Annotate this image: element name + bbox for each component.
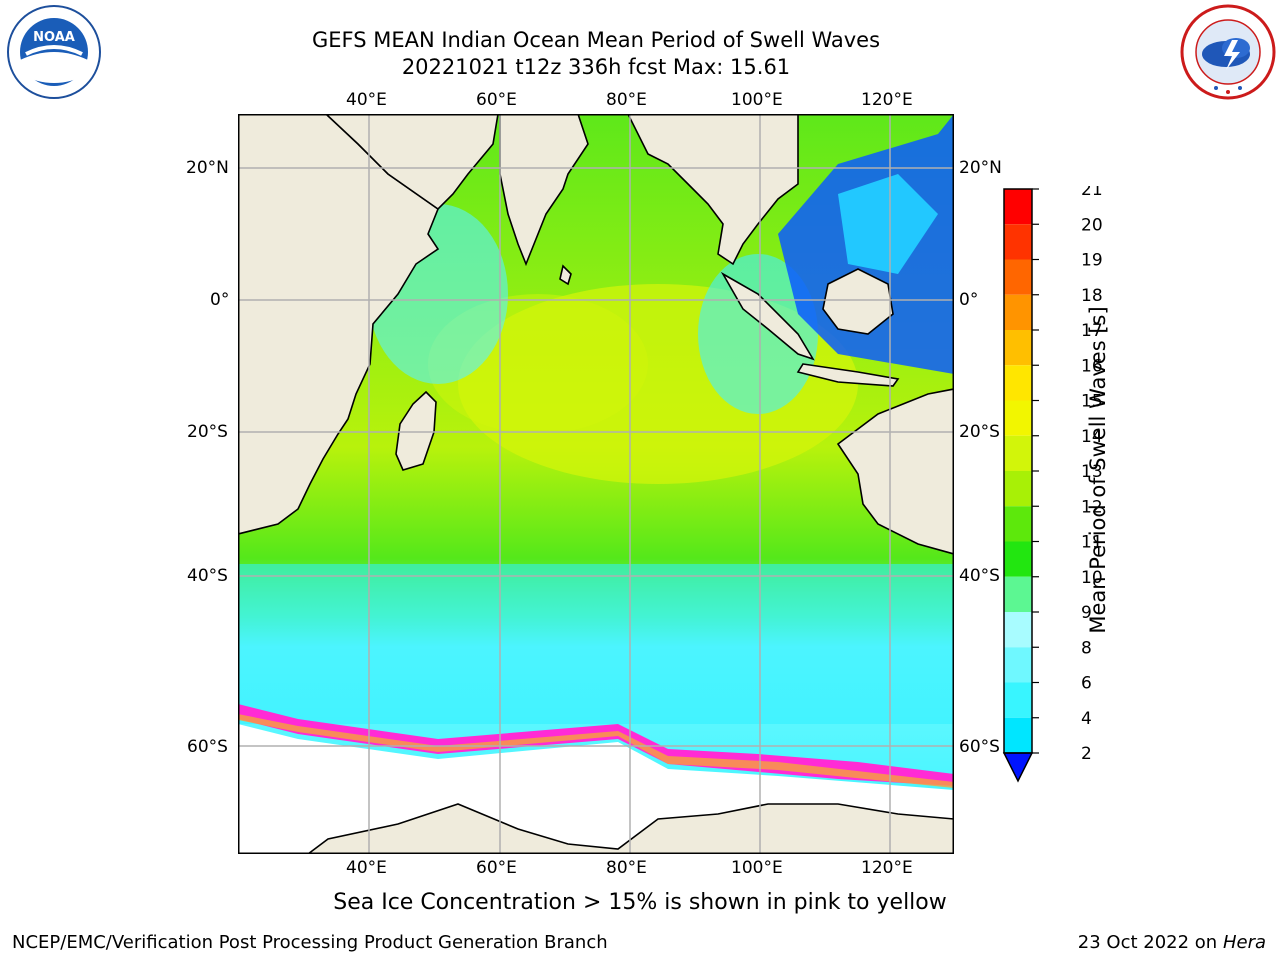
- lon-label-top-80: 80°E: [606, 90, 647, 110]
- lon-label-bottom-120: 120°E: [861, 858, 913, 878]
- colorbar-tick-label: 14: [1081, 427, 1103, 447]
- colorbar-segment: [1004, 435, 1032, 471]
- colorbar-tick-label: 10: [1081, 568, 1103, 588]
- colorbar-tick-label: 17: [1081, 321, 1103, 341]
- lon-label-top-120: 120°E: [861, 90, 913, 110]
- colorbar-label: Mean Period of Swell Waves [s]: [1086, 306, 1110, 634]
- colorbar-segment: [1004, 541, 1032, 577]
- map-title: GEFS MEAN Indian Ocean Mean Period of Sw…: [311, 28, 881, 52]
- lat-label-right-0: 0°: [959, 290, 979, 310]
- colorbar-tick-label: 15: [1081, 392, 1103, 412]
- colorbar-tick-labels: 2 4 6 8 9 10 11 12 13 14 15 16 17 18 19 20 21: [1078, 180, 1128, 766]
- colorbar-segment: [1004, 330, 1032, 366]
- borneo-land: [822, 268, 894, 335]
- nws-logo-icon: [1180, 4, 1276, 100]
- noaa-logo-text: NOAA: [33, 30, 75, 45]
- colorbar-segment: [1004, 224, 1032, 260]
- india-land: [499, 113, 589, 267]
- footer-date: 23 Oct 2022 on Hera: [1078, 932, 1266, 953]
- colorbar-tick-label: 4: [1081, 709, 1092, 729]
- colorbar-segment: [1004, 400, 1032, 436]
- colorbar-tick-label: 6: [1081, 674, 1092, 694]
- colorbar-tick-label: 12: [1081, 497, 1103, 517]
- lat-label-left-60s: 60°S: [187, 737, 228, 757]
- colorbar-tick-label: 2: [1081, 744, 1092, 764]
- colorbar-segment: [1004, 365, 1032, 401]
- colorbar-tick-label: 11: [1081, 533, 1103, 553]
- lat-label-left-40s: 40°S: [187, 566, 228, 586]
- colorbar-segment: [1004, 471, 1032, 507]
- footer-date-text: 23 Oct 2022 on: [1077, 932, 1223, 953]
- land-masses: [237, 113, 955, 855]
- lon-label-top-100: 100°E: [731, 90, 783, 110]
- sea-ice-note: Sea Ice Concentration > 15% is shown in …: [333, 890, 947, 915]
- antarctica-land: [305, 803, 955, 855]
- australia-land: [836, 388, 955, 556]
- lon-label-bottom-60: 60°E: [476, 858, 517, 878]
- lat-label-left-20s: 20°S: [187, 422, 228, 442]
- colorbar-segment: [1004, 612, 1032, 648]
- map-panel[interactable]: [237, 113, 955, 855]
- colorbar-segment: [1004, 576, 1032, 612]
- lat-label-right-20n: 20°N: [959, 158, 1002, 178]
- colorbar-segment: [1004, 682, 1032, 718]
- colorbar-segment: [1004, 506, 1032, 542]
- map-subtitle: 20221021 t12z 336h fcst Max: 15.61: [401, 55, 791, 79]
- lon-label-top-60: 60°E: [476, 90, 517, 110]
- lon-label-bottom-100: 100°E: [731, 858, 783, 878]
- colorbar-tick-label: 21: [1081, 186, 1103, 200]
- lat-label-right-20s: 20°S: [959, 422, 1000, 442]
- colorbar-extend-arrow: [1002, 752, 1034, 783]
- colorbar-tick-label: 13: [1081, 462, 1103, 482]
- colorbar-tick-label: 16: [1081, 356, 1103, 376]
- lon-label-top-40: 40°E: [346, 90, 387, 110]
- footer-credit: NCEP/EMC/Verification Post Processing Pr…: [12, 932, 608, 953]
- lat-label-left-0: 0°: [210, 290, 230, 310]
- lat-label-right-40s: 40°S: [959, 566, 1000, 586]
- colorbar-segment: [1004, 717, 1032, 753]
- map-frame: [238, 114, 954, 854]
- colorbar-tick-label: 20: [1081, 215, 1103, 235]
- colorbar-segment: [1004, 294, 1032, 330]
- colorbar-tick-label: 18: [1081, 286, 1103, 306]
- noaa-logo-icon: NOAA: [6, 4, 102, 100]
- lon-label-bottom-40: 40°E: [346, 858, 387, 878]
- colorbar-segment: [1004, 259, 1032, 295]
- colorbar: [1000, 186, 1080, 786]
- footer-host: Hera: [1222, 932, 1266, 953]
- madagascar-land: [395, 390, 437, 471]
- lat-label-left-20n: 20°N: [186, 158, 229, 178]
- lat-label-right-60s: 60°S: [959, 737, 1000, 757]
- colorbar-tick-label: 19: [1081, 251, 1103, 271]
- lon-label-bottom-80: 80°E: [606, 858, 647, 878]
- colorbar-segment: [1004, 647, 1032, 683]
- graticule: [238, 114, 954, 854]
- colorbar-segment: [1004, 189, 1032, 225]
- colorbar-tick-label: 8: [1081, 638, 1092, 658]
- colorbar-tick-label: 9: [1081, 603, 1092, 623]
